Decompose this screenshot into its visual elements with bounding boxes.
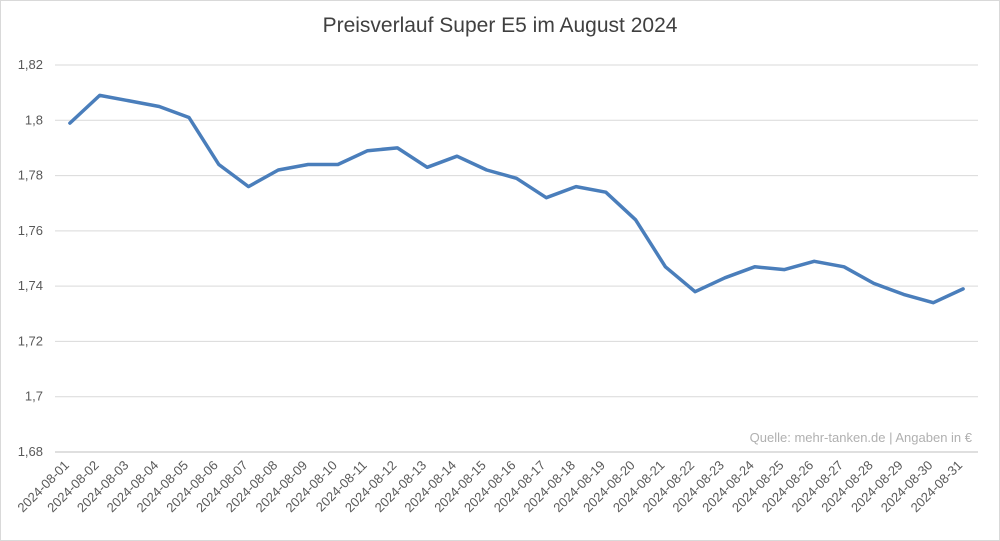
- y-tick-label: 1,7: [25, 389, 43, 404]
- y-tick-label: 1,82: [18, 57, 43, 72]
- y-tick-label: 1,76: [18, 223, 43, 238]
- y-tick-label: 1,78: [18, 168, 43, 183]
- y-tick-label: 1,68: [18, 444, 43, 459]
- y-tick-label: 1,8: [25, 112, 43, 127]
- y-tick-label: 1,72: [18, 333, 43, 348]
- series-line: [68, 93, 965, 305]
- source-annotation: Quelle: mehr-tanken.de | Angaben in €: [750, 430, 973, 445]
- y-tick-label: 1,74: [18, 278, 43, 293]
- chart-title: Preisverlauf Super E5 im August 2024: [322, 14, 678, 37]
